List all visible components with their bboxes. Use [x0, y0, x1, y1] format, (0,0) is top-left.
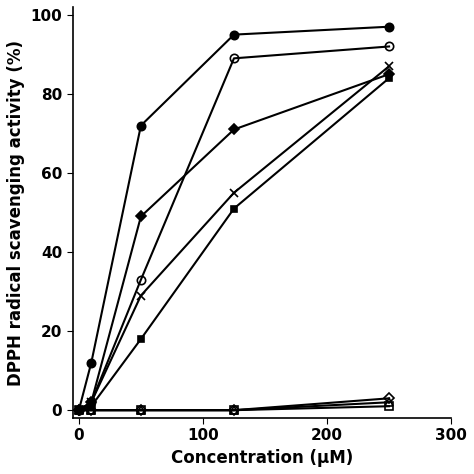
X-axis label: Concentration (μM): Concentration (μM) — [171, 449, 353, 467]
Y-axis label: DPPH radical scavenging activity (%): DPPH radical scavenging activity (%) — [7, 39, 25, 385]
